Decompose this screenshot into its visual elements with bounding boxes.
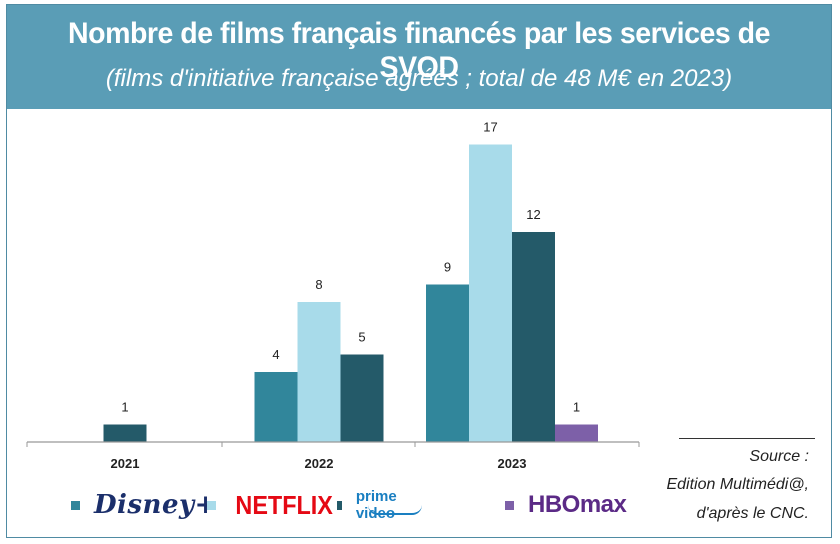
data-label-prime-video-2023: 12 <box>526 207 540 222</box>
bar-netflix-2023 <box>469 144 512 442</box>
bar-disney--2023 <box>426 284 469 442</box>
legend-swatch-disney <box>71 500 80 510</box>
data-label-disney--2023: 9 <box>444 260 451 275</box>
source-line-1: Source : <box>749 448 809 465</box>
bar-prime-video-2022 <box>340 354 384 442</box>
source-divider <box>679 438 815 439</box>
chart-title: Nombre de films français financés par le… <box>68 17 770 84</box>
legend-item-netflix: NETFLIX <box>207 483 338 527</box>
chart-subtitle: (films d'initiative française agréés ; t… <box>105 65 733 92</box>
source-line-2: Edition Multimédi@, <box>666 476 809 493</box>
legend-swatch-prime <box>337 500 342 510</box>
ticks-layer: 2021 2022 2023 <box>26 442 640 471</box>
bar-prime-video-2021 <box>103 424 147 442</box>
data-label-prime-video-2022: 5 <box>358 330 365 345</box>
bar-netflix-2022 <box>297 302 341 442</box>
legend-swatch-netflix <box>207 500 216 510</box>
x-tick-label-2022: 2022 <box>305 456 334 471</box>
x-tick-label-2021: 2021 <box>111 456 140 471</box>
netflix-logo: NETFLIX <box>235 489 333 520</box>
source-line-3: d'après le CNC. <box>696 505 809 522</box>
bar-disney--2022 <box>254 372 298 442</box>
bars-layer: 1 4 8 5 9 17 12 1 <box>103 120 598 442</box>
x-tick-label-2023: 2023 <box>498 456 527 471</box>
bar-hbo-max-2023 <box>555 424 598 442</box>
bar-chart: 1 4 8 5 9 17 12 1 2021 2022 2023 <box>26 120 640 471</box>
data-label-netflix-2022: 8 <box>315 277 322 292</box>
data-label-netflix-2023: 17 <box>483 120 497 135</box>
bar-prime-video-2023 <box>512 232 555 442</box>
hbo-max-logo: HBOmax <box>528 491 627 518</box>
legend-item-prime: prime video <box>337 483 422 527</box>
legend-swatch-hbo <box>505 500 514 510</box>
figure-frame: Nombre de films français financés par le… <box>6 4 832 538</box>
disney-plus-logo: Disney+ <box>94 490 217 520</box>
header-banner: Nombre de films français financés par le… <box>7 5 831 109</box>
legend-item-disney: Disney+ <box>71 483 217 527</box>
data-label-prime-video-2021: 1 <box>121 400 128 415</box>
legend-item-hbo: HBOmax <box>505 483 627 527</box>
data-label-hbo-max-2023: 1 <box>573 400 580 415</box>
prime-video-logo: prime video <box>356 488 422 522</box>
data-label-disney--2022: 4 <box>272 347 279 362</box>
prime-smile-icon <box>367 505 422 515</box>
